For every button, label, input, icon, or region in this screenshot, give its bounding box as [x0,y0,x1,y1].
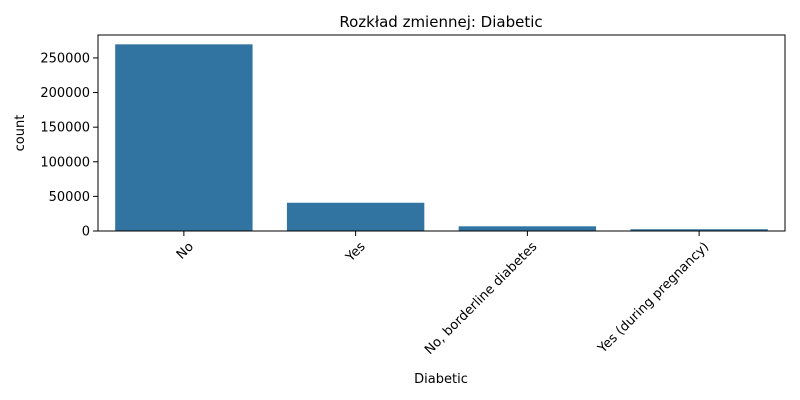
x-tick-label-3: Yes (during pregnancy) [595,239,713,357]
x-tick-label-2: No, borderline diabetes [422,239,541,358]
x-axis-label: Diabetic [414,372,468,387]
bar-0 [115,44,253,232]
y-tick-label-1: 50000 [49,190,90,205]
plot-area: 0 50000 100000 150000 200000 250000 No Yes No, b… [40,34,786,358]
y-tick-label-3: 150000 [40,121,90,136]
plot-frame [97,34,786,232]
bar-2 [458,226,597,231]
x-tick-label-1: Yes [343,239,369,265]
y-tick-label-5: 250000 [40,51,90,66]
y-tick-label-4: 200000 [40,86,90,101]
x-tick-label-0: No [174,239,197,262]
bar-1 [286,202,425,231]
y-tick-label-0: 0 [82,225,90,240]
y-axis-label: count [13,115,28,152]
chart-title: Rozkład zmiennej: Diabetic [339,13,542,31]
y-tick-label-2: 100000 [40,155,90,170]
bar-3 [630,229,768,231]
